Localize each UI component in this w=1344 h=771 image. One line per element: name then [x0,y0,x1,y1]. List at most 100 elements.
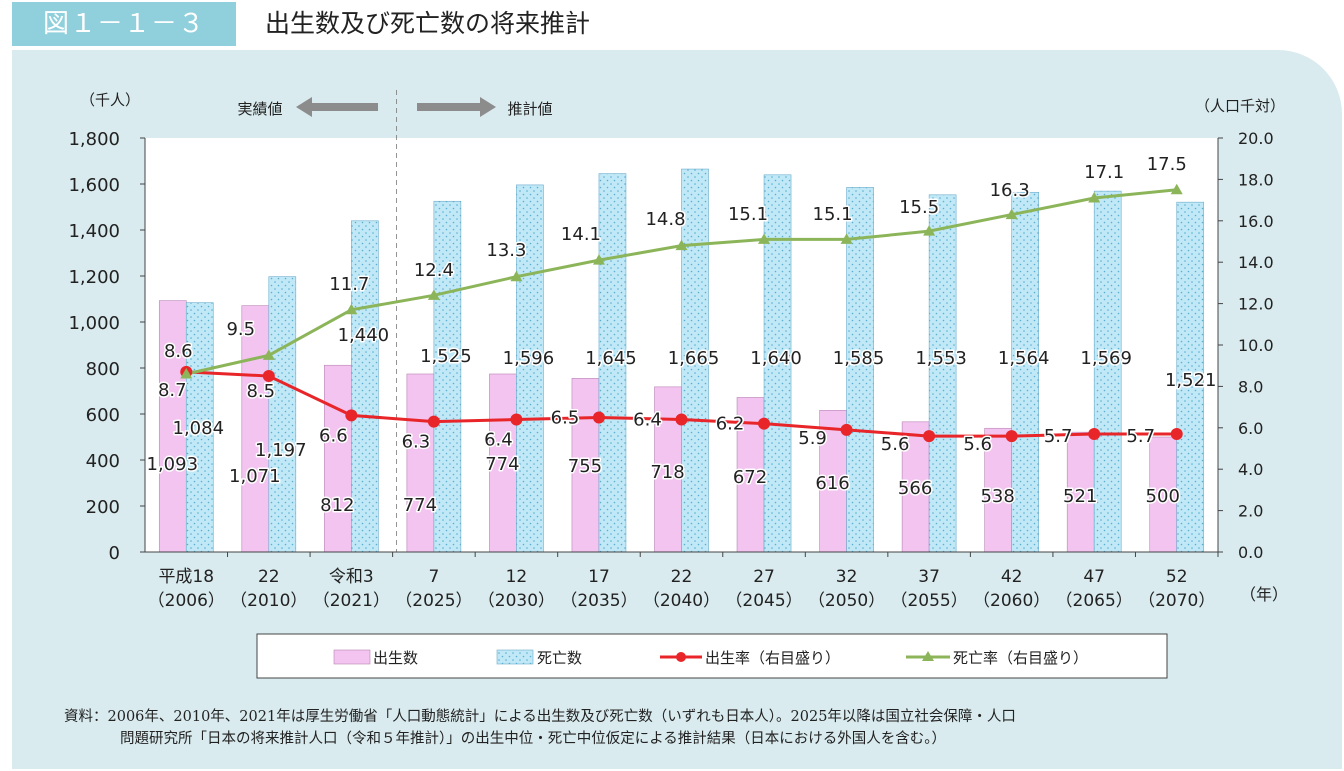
right-tick-label: 4.0 [1238,460,1263,479]
left-tick-label: 0 [109,543,120,564]
x-tick-era-label: 42 [1001,567,1023,587]
death-rate-label: 14.8 [645,209,685,230]
source-line-1: 資料：2006年、2010年、2021年は厚生労働省「人口動態統計」による出生数… [64,709,1016,725]
death-rate-label: 11.7 [329,274,369,295]
death-rate-point [758,233,771,244]
birth-rate-label: 6.4 [633,410,662,431]
births-bar [406,373,435,553]
deaths-bar [516,184,544,553]
right-tick-label: 12.0 [1238,295,1274,314]
x-tick-year-label: （2050） [808,591,885,611]
x-tick-year-label: （2006） [148,591,225,611]
birth-rate-point [1005,430,1018,443]
deaths-label: 1,525 [420,346,472,367]
birth-rate-label: 5.9 [798,428,827,449]
birth-rate-point [840,423,853,436]
legend-births-label: 出生数 [373,649,418,667]
births-label: 672 [733,467,767,488]
births-bar [654,386,682,553]
birth-rate-label: 6.3 [402,432,431,453]
births-bar [241,305,270,553]
birth-rate-point [510,413,523,426]
x-tick-era-label: 37 [918,567,940,587]
birth-rate-label: 8.5 [246,381,275,402]
birth-rate-label: 6.4 [484,430,513,451]
header: 図１－１－３ 出生数及び死亡数の将来推計 [0,0,1344,56]
x-tick-era-label: 47 [1083,567,1105,587]
death-rate-point [262,349,275,360]
births-label: 566 [898,478,932,499]
death-rate-point [427,289,440,300]
right-tick-label: 14.0 [1238,253,1274,272]
birth-rate-label: 5.6 [963,434,992,455]
birth-rate-label: 6.6 [319,425,348,446]
legend-death-rate-label: 死亡率（右目盛り） [953,649,1088,667]
x-tick-era-label: 令和3 [329,567,374,587]
birth-rate-point [758,417,771,430]
source-note: 資料：2006年、2010年、2021年は厚生労働省「人口動態統計」による出生数… [64,706,1314,750]
births-label: 812 [320,495,354,516]
death-rate-point [923,225,936,236]
legend-box [256,633,1168,679]
death-rate-label: 17.1 [1084,162,1124,183]
x-tick-year-label: （2065） [1056,591,1133,611]
x-tick-era-label: 32 [836,567,858,587]
left-tick-label: 1,400 [68,221,120,242]
births-label: 538 [980,486,1014,507]
left-tick-label: 1,800 [68,129,120,150]
right-tick-label: 8.0 [1238,377,1263,396]
figure-title: 出生数及び死亡数の将来推計 [265,9,591,38]
x-tick-era-label: 7 [428,567,439,587]
birth-rate-point [427,415,440,428]
death-rate-point [592,254,605,265]
death-rate-point [840,233,853,244]
death-rate-point [1170,183,1183,195]
left-tick-label: 400 [86,451,120,472]
birth-rate-label: 5.6 [881,434,910,455]
death-rate-label: 14.1 [561,224,601,245]
births-label: 1,093 [147,454,199,475]
legend-death-rate-marker [922,651,934,661]
deaths-label: 1,440 [338,325,390,346]
x-tick-year-label: （2021） [313,591,390,611]
birth-rate-point [675,413,688,426]
death-rate-label: 15.1 [728,204,768,225]
x-tick-era-label: 22 [671,567,693,587]
deaths-label: 1,521 [1165,370,1217,391]
right-tick-label: 18.0 [1238,170,1274,189]
left-tick-label: 1,000 [68,313,120,334]
deaths-bar [433,200,462,553]
legend-birth-rate-marker [676,652,686,662]
x-tick-year-label: （2030） [478,591,555,611]
legend-birth-rate-label: 出生率（右目盛り） [705,649,840,667]
left-tick-label: 1,200 [68,267,120,288]
deaths-bar [351,220,379,553]
left-tick-label: 200 [86,497,120,518]
births-bar [1066,431,1095,553]
figure-number: 図１－１－３ [12,2,236,46]
source-line-2: 問題研究所「日本の将来推計人口（令和５年推計）」の出生中位・死亡中位仮定による推… [120,731,947,747]
births-bar [984,427,1012,553]
death-rate-label: 8.6 [164,341,193,362]
actual-arrow [296,97,378,117]
projected-arrow [417,97,496,117]
x-tick-era-label: 平成18 [158,567,214,587]
death-rate-label: 9.5 [226,319,255,340]
x-tick-year-label: （2040） [643,591,720,611]
death-rate-label: 16.3 [990,180,1030,201]
death-rate-label: 17.5 [1147,154,1187,175]
left-tick-label: 600 [86,405,120,426]
birth-rate-point [923,430,936,443]
birth-rate-label: 5.7 [1126,426,1155,447]
death-rate-point [180,367,193,379]
births-label: 755 [568,456,602,477]
right-tick-label: 0.0 [1238,543,1263,562]
deaths-bar [1011,191,1039,553]
birth-rate-point [592,411,605,424]
deaths-label: 1,197 [255,440,307,461]
x-tick-era-label: 27 [753,567,775,587]
x-tick-era-label: 52 [1166,567,1188,587]
right-tick-label: 20.0 [1238,129,1274,148]
deaths-label: 1,596 [503,348,555,369]
